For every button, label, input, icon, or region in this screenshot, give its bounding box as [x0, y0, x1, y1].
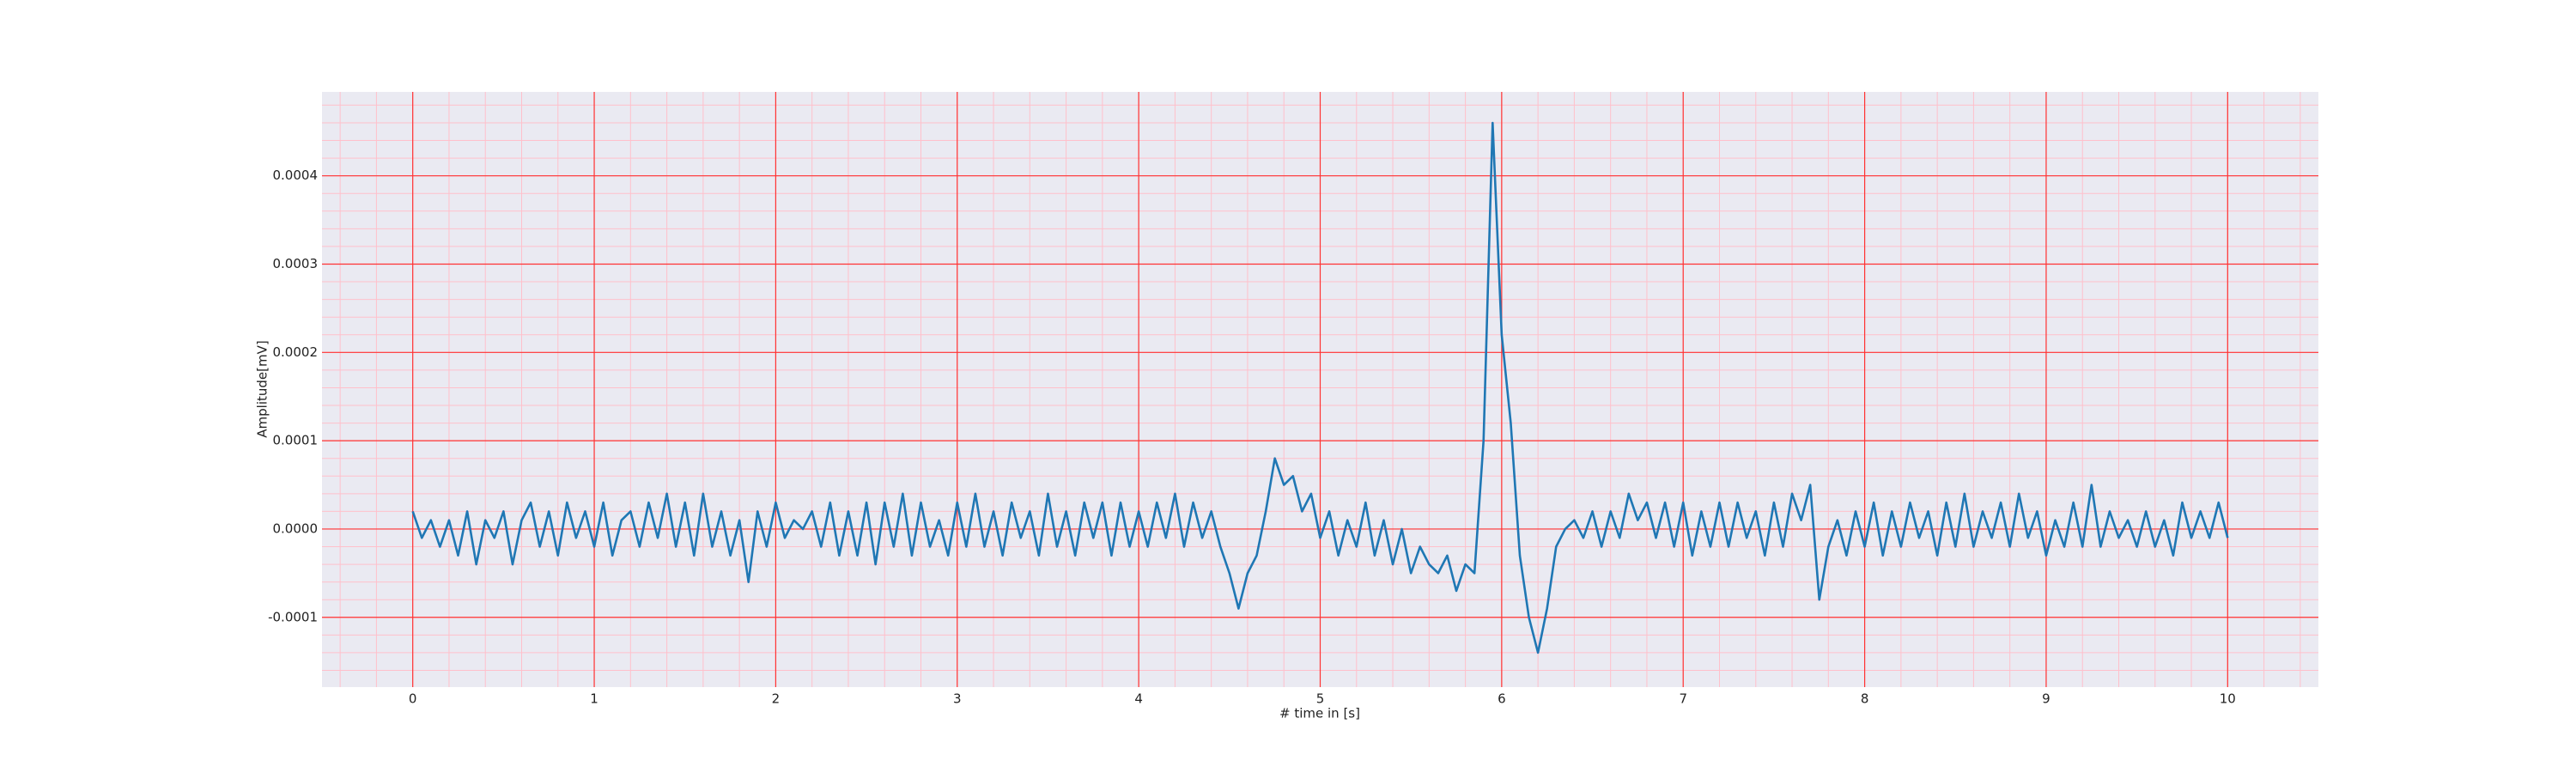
signal-line: [411, 121, 2229, 654]
x-tick-label: 6: [1498, 691, 1506, 707]
y-tick-label: 0.0000: [273, 520, 319, 536]
x-tick-label: 2: [772, 691, 781, 707]
x-tick-label: 5: [1316, 691, 1325, 707]
x-tick-label: 10: [2220, 691, 2236, 707]
x-tick-label: 1: [590, 691, 598, 707]
x-tick-label: 7: [1679, 691, 1687, 707]
x-tick-label: 3: [953, 691, 962, 707]
x-tick-label: 4: [1134, 691, 1143, 707]
x-tick-label: 9: [2042, 691, 2050, 707]
x-tick-label: 0: [409, 691, 417, 707]
x-axis-label: # time in [s]: [1279, 706, 1360, 721]
y-tick-label: 0.0003: [273, 256, 319, 271]
y-axis-label: Amplitude[mV]: [255, 340, 270, 437]
y-tick-label: -0.0001: [268, 609, 318, 624]
y-tick-label: 0.0001: [273, 433, 319, 448]
x-tick-label: 8: [1861, 691, 1869, 707]
y-tick-label: 0.0004: [273, 167, 319, 183]
y-tick-label: 0.0002: [273, 344, 319, 360]
